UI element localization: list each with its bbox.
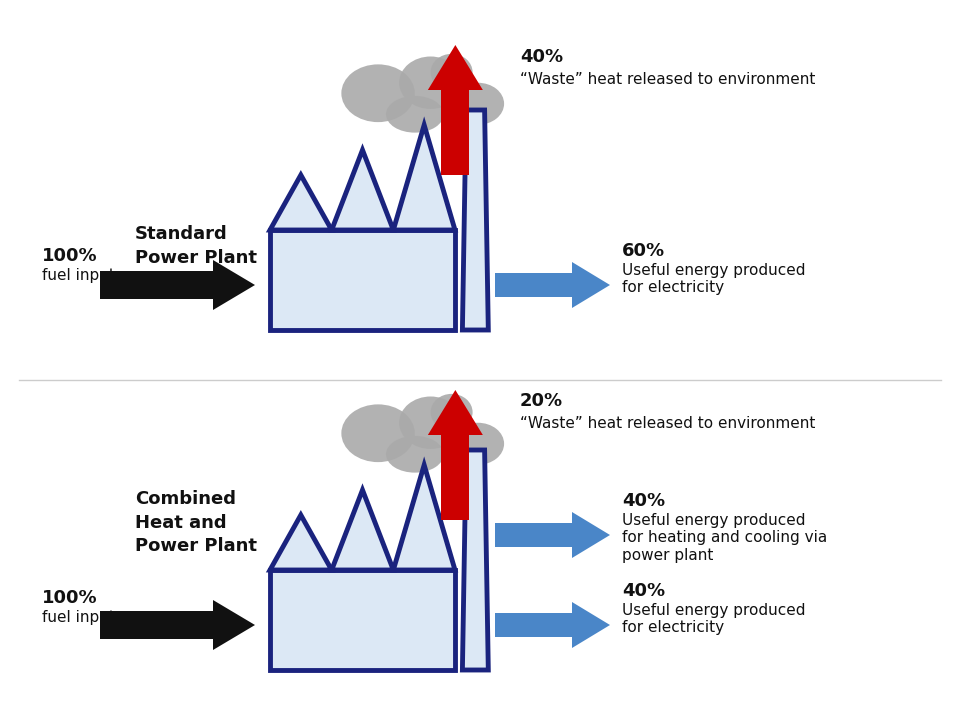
Text: 40%: 40% bbox=[622, 582, 665, 600]
Text: Useful energy produced
for heating and cooling via
power plant: Useful energy produced for heating and c… bbox=[622, 513, 828, 563]
Text: “Waste” heat released to environment: “Waste” heat released to environment bbox=[520, 416, 815, 431]
Ellipse shape bbox=[342, 405, 415, 462]
Text: 20%: 20% bbox=[520, 392, 564, 410]
Ellipse shape bbox=[431, 54, 472, 91]
Text: 40%: 40% bbox=[622, 492, 665, 510]
FancyBboxPatch shape bbox=[270, 230, 455, 330]
Text: 40%: 40% bbox=[520, 48, 564, 66]
Text: 100%: 100% bbox=[42, 589, 98, 607]
Polygon shape bbox=[463, 110, 489, 330]
Polygon shape bbox=[572, 512, 610, 558]
Text: 60%: 60% bbox=[622, 242, 665, 260]
Polygon shape bbox=[428, 390, 483, 435]
Text: Standard
Power Plant: Standard Power Plant bbox=[135, 225, 257, 266]
Ellipse shape bbox=[386, 436, 444, 472]
Text: “Waste” heat released to environment: “Waste” heat released to environment bbox=[520, 72, 815, 87]
Ellipse shape bbox=[342, 64, 415, 122]
Ellipse shape bbox=[399, 397, 462, 449]
Polygon shape bbox=[213, 600, 255, 650]
Polygon shape bbox=[428, 45, 483, 90]
Text: fuel input: fuel input bbox=[42, 610, 115, 625]
Polygon shape bbox=[394, 465, 455, 570]
Text: 100%: 100% bbox=[42, 247, 98, 265]
Polygon shape bbox=[463, 450, 489, 670]
Polygon shape bbox=[213, 260, 255, 310]
FancyBboxPatch shape bbox=[442, 90, 469, 175]
Ellipse shape bbox=[431, 394, 472, 431]
Polygon shape bbox=[394, 125, 455, 230]
FancyBboxPatch shape bbox=[100, 271, 213, 299]
Text: Useful energy produced
for electricity: Useful energy produced for electricity bbox=[622, 603, 805, 636]
Ellipse shape bbox=[451, 83, 504, 125]
Text: Combined
Heat and
Power Plant: Combined Heat and Power Plant bbox=[135, 490, 257, 555]
Polygon shape bbox=[270, 515, 331, 570]
Polygon shape bbox=[572, 602, 610, 648]
FancyBboxPatch shape bbox=[442, 435, 469, 520]
FancyBboxPatch shape bbox=[495, 613, 572, 637]
FancyBboxPatch shape bbox=[495, 523, 572, 547]
Polygon shape bbox=[331, 490, 394, 570]
Text: Useful energy produced
for electricity: Useful energy produced for electricity bbox=[622, 263, 805, 295]
FancyBboxPatch shape bbox=[100, 611, 213, 639]
Polygon shape bbox=[331, 150, 394, 230]
FancyBboxPatch shape bbox=[270, 570, 455, 670]
Ellipse shape bbox=[386, 96, 444, 132]
Text: fuel input: fuel input bbox=[42, 268, 115, 283]
Ellipse shape bbox=[399, 56, 462, 109]
FancyBboxPatch shape bbox=[495, 273, 572, 297]
Polygon shape bbox=[270, 175, 331, 230]
Polygon shape bbox=[572, 262, 610, 308]
Ellipse shape bbox=[451, 423, 504, 464]
